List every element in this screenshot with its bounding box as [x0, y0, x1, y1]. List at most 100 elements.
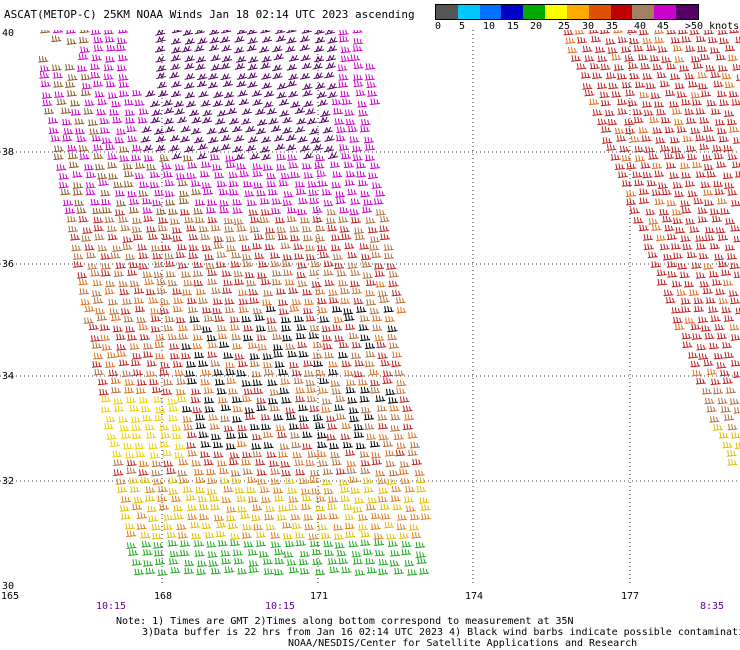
wind-barb	[716, 127, 727, 135]
wind-barb	[714, 188, 725, 196]
wind-barb	[168, 415, 179, 422]
wind-barb	[676, 126, 687, 133]
wind-barb	[726, 118, 737, 126]
wind-barb	[210, 54, 221, 62]
wind-barb	[241, 395, 252, 403]
wind-barb	[324, 352, 335, 359]
wind-barb	[234, 46, 245, 54]
wind-barb	[260, 423, 272, 431]
wind-barb	[374, 334, 385, 342]
wind-barb	[411, 458, 422, 466]
wind-barb	[393, 433, 404, 441]
wind-barb	[726, 450, 737, 457]
wind-barb	[324, 71, 335, 79]
wind-barb	[338, 74, 349, 81]
wind-barb	[208, 414, 219, 421]
wind-barb	[665, 296, 676, 304]
wind-barb	[91, 290, 102, 297]
wind-barb	[333, 524, 344, 531]
wind-barb	[659, 209, 670, 216]
wind-barb	[614, 163, 625, 170]
wind-barb	[627, 30, 638, 34]
wind-barb	[259, 216, 270, 224]
wind-barb	[337, 64, 348, 72]
wind-barb	[125, 396, 137, 404]
wind-barb	[217, 396, 229, 404]
wind-barb	[153, 542, 164, 549]
wind-barb	[132, 369, 143, 376]
wind-barb	[172, 288, 183, 295]
wind-barb	[669, 136, 680, 144]
wind-barb	[316, 244, 328, 252]
wind-barb	[293, 377, 304, 385]
wind-barb	[266, 451, 277, 459]
wind-barb	[210, 360, 221, 367]
wind-barb	[351, 352, 362, 360]
wind-barb	[706, 171, 717, 178]
wind-barb	[674, 82, 685, 90]
wind-barb	[674, 152, 685, 160]
wind-barb	[364, 154, 376, 162]
wind-barb	[154, 414, 165, 422]
wind-barb	[638, 30, 649, 36]
wind-barb	[73, 261, 84, 268]
wind-barb	[247, 72, 258, 79]
wind-barb	[101, 344, 112, 351]
wind-barb	[377, 422, 389, 430]
wind-barb	[353, 431, 364, 439]
wind-barb	[127, 135, 138, 143]
wind-barb	[50, 135, 61, 142]
wind-barb	[365, 217, 376, 224]
wind-barb	[287, 350, 298, 358]
wind-barb	[280, 378, 291, 385]
wind-barb	[39, 72, 50, 79]
wind-barb	[725, 44, 736, 52]
wind-barb	[298, 197, 309, 205]
wind-barb	[193, 279, 204, 287]
wind-barb	[282, 334, 293, 342]
wind-barb	[92, 207, 103, 215]
wind-barb	[273, 568, 284, 576]
wind-barb	[283, 191, 294, 198]
wind-barb	[284, 279, 295, 286]
wind-barb	[719, 99, 730, 107]
wind-barb	[382, 370, 393, 377]
wind-barb	[47, 117, 59, 124]
wind-barb	[677, 30, 688, 35]
wind-barb	[248, 209, 259, 216]
wind-barb	[196, 152, 208, 160]
wind-barb	[696, 243, 707, 250]
wind-barb	[260, 278, 271, 286]
wind-barb	[150, 325, 161, 333]
wind-barb	[347, 125, 358, 133]
wind-barb	[680, 162, 691, 170]
wind-barb	[123, 315, 134, 323]
wind-barb	[318, 116, 330, 124]
wind-barb	[356, 306, 367, 313]
wind-barb	[730, 225, 740, 232]
wind-barb	[287, 90, 299, 98]
wind-barb	[703, 163, 714, 171]
wind-barb	[713, 152, 724, 160]
wind-barb	[407, 569, 418, 576]
wind-barb	[103, 73, 114, 81]
wind-barb	[316, 170, 327, 178]
wind-barb	[219, 200, 230, 207]
wind-barb	[201, 116, 213, 124]
wind-barb	[703, 125, 714, 133]
wind-barb	[174, 452, 185, 459]
wind-barb	[352, 74, 364, 81]
wind-barb	[634, 145, 645, 153]
wind-barb	[385, 533, 397, 540]
wind-barb	[207, 81, 219, 89]
wind-barb	[134, 99, 145, 107]
wind-barb	[107, 162, 118, 169]
wind-barb	[315, 225, 326, 232]
wind-barb	[301, 225, 312, 233]
wind-barb	[592, 72, 603, 80]
wind-barb	[139, 181, 150, 189]
wind-barb	[53, 153, 64, 161]
wind-barb	[207, 216, 218, 224]
wind-barb	[281, 260, 292, 268]
wind-barb	[347, 397, 358, 404]
